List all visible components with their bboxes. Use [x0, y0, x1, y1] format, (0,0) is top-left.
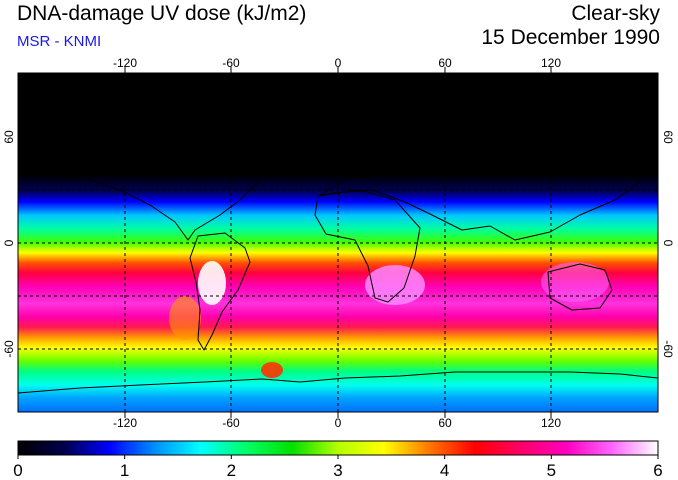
- graticule: [18, 73, 658, 412]
- colorbar-label: 6: [653, 461, 662, 480]
- antarctic-spot: [261, 362, 283, 378]
- coastlines: [18, 149, 658, 394]
- lat-tick-left-60s: -60: [2, 340, 16, 358]
- sky-condition-label: Clear-sky: [571, 2, 660, 25]
- colorbar-label: 3: [333, 461, 342, 480]
- lon-tick-top-120w: -120: [113, 56, 137, 70]
- colorbar-ticks: 0 1 2 3 4 5 6: [13, 455, 663, 480]
- lon-tick-bottom-120w: -120: [113, 416, 137, 430]
- africa-coast: [314, 189, 421, 303]
- antarctica-coast: [18, 371, 658, 394]
- lat-tick-left-60n: 60: [2, 130, 16, 144]
- colorbar-label: 0: [13, 461, 22, 480]
- colorbar-label: 4: [440, 461, 449, 480]
- south-pacific-spot: [169, 296, 201, 340]
- lat-tick-right-0: 0: [661, 240, 675, 247]
- colorbar-label: 5: [547, 461, 556, 480]
- south-america-coast: [189, 232, 251, 351]
- lon-tick-bottom-60w: -60: [222, 416, 240, 430]
- south-africa-high: [365, 265, 425, 305]
- colorbar-label: 1: [120, 461, 129, 480]
- lon-tick-top-120e: 120: [541, 56, 561, 70]
- colorbar: [17, 440, 659, 456]
- colorbar-label: 2: [227, 461, 236, 480]
- north-america-coast: [39, 149, 263, 241]
- australia-coast: [547, 263, 613, 311]
- australia-high: [541, 262, 609, 302]
- frame-ticks: [124, 67, 552, 418]
- south-america-high: [198, 261, 226, 305]
- date-label: 15 December 1990: [481, 26, 660, 49]
- lat-tick-left-0: 0: [2, 239, 16, 246]
- lon-tick-bottom-60e: 60: [438, 416, 452, 430]
- lon-tick-bottom-0: 0: [335, 416, 342, 430]
- lon-tick-top-0: 0: [335, 56, 342, 70]
- lat-tick-right-60n: 60: [661, 130, 675, 144]
- lat-tick-right-60s: -60: [661, 340, 675, 358]
- lon-tick-top-60e: 60: [438, 56, 452, 70]
- map-title: DNA-damage UV dose (kJ/m2): [17, 2, 307, 25]
- lon-tick-top-60w: -60: [222, 56, 240, 70]
- eurasia-coast: [319, 154, 641, 241]
- source-label: MSR - KNMI: [17, 33, 102, 50]
- lon-tick-bottom-120e: 120: [541, 416, 561, 430]
